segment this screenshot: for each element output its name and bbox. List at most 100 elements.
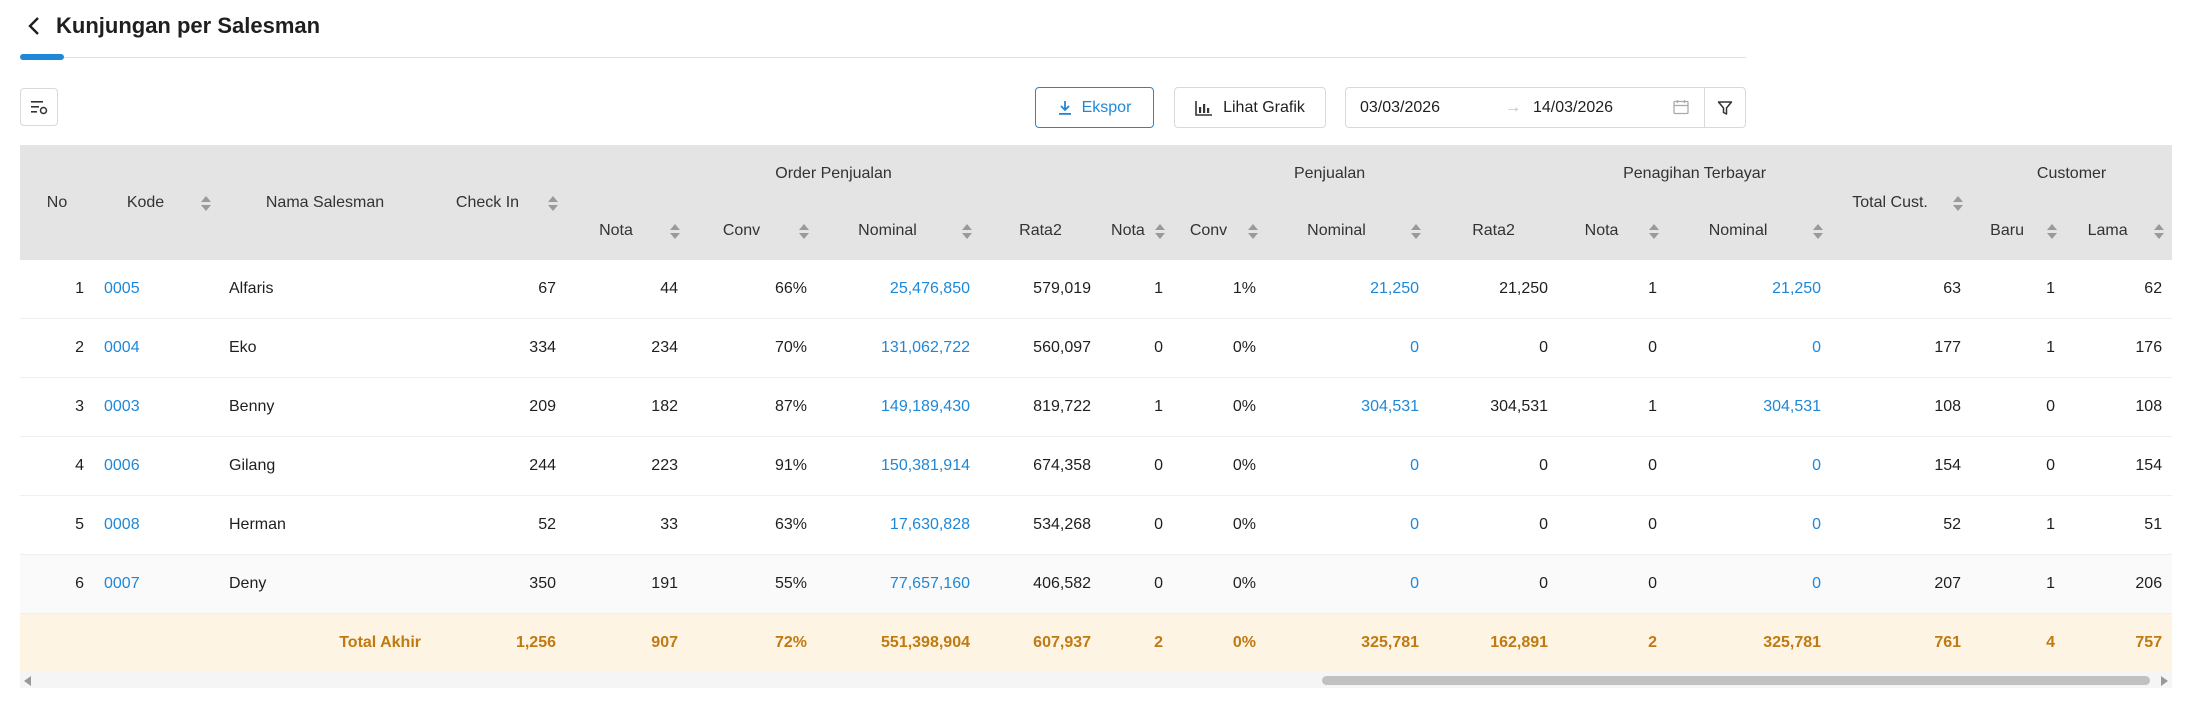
header-pj-nota[interactable]: Nota [1101,202,1174,260]
cell-pt-nominal[interactable]: 0 [1667,318,1832,378]
header-group-penagihan-terbayar: Penagihan Terbayar [1558,145,1832,202]
cell-pj-nominal[interactable]: 0 [1266,436,1430,496]
date-start-input[interactable]: 03/03/2026 [1360,98,1441,116]
cell-pj-rata2: 0 [1429,554,1559,614]
cell-kode[interactable]: 0006 [94,436,219,496]
sort-icon [799,222,809,240]
scroll-left-arrow-icon[interactable] [24,676,31,686]
cell-pt-nominal[interactable]: 0 [1667,554,1832,614]
total-op-nota: 907 [566,613,688,672]
cell-pj-nominal[interactable]: 304,531 [1266,377,1430,437]
cell-pj-rata2: 21,250 [1429,260,1559,319]
cell-kode[interactable]: 0003 [94,377,219,437]
header-op-nota[interactable]: Nota [566,202,688,260]
cell-no: 1 [20,260,94,319]
cell-pj-rata2: 0 [1429,318,1559,378]
export-button[interactable]: Ekspor [1035,87,1154,128]
cell-op-nominal[interactable]: 149,189,430 [817,377,980,437]
cell-nama: Gilang [219,436,431,496]
cell-pt-nota: 0 [1558,318,1668,378]
report-table: No Kode Nama Salesman Check In Order Pen… [20,145,2172,672]
header-customer-baru[interactable]: Baru [1971,202,2066,260]
cell-pj-nota: 0 [1101,554,1174,614]
cell-pj-nominal[interactable]: 0 [1266,554,1430,614]
cell-pj-nominal[interactable]: 0 [1266,318,1430,378]
header-pj-nominal[interactable]: Nominal [1266,202,1430,260]
cell-pj-rata2: 0 [1429,495,1559,555]
cell-op-nominal[interactable]: 131,062,722 [817,318,980,378]
report-table-container[interactable]: No Kode Nama Salesman Check In Order Pen… [20,145,2172,692]
export-label: Ekspor [1081,98,1132,116]
cell-checkin: 67 [431,260,566,319]
cell-pt-nominal[interactable]: 0 [1667,436,1832,496]
cell-op-nota: 223 [566,436,688,496]
cell-op-rata2: 579,019 [980,260,1102,319]
cell-pj-nominal[interactable]: 0 [1266,495,1430,555]
cell-pj-nota: 1 [1101,377,1174,437]
header-check-in[interactable]: Check In [431,145,566,260]
cell-baru: 1 [1971,260,2066,319]
cell-nama: Eko [219,318,431,378]
cell-op-nominal[interactable]: 17,630,828 [817,495,980,555]
header-kode[interactable]: Kode [94,145,219,260]
cell-op-rata2: 560,097 [980,318,1102,378]
filter-button[interactable] [1704,87,1746,128]
header-no: No [20,145,94,260]
cell-pj-conv: 0% [1173,554,1267,614]
cell-total-cust: 177 [1831,318,1972,378]
cell-baru: 0 [1971,436,2066,496]
header-pt-nominal[interactable]: Nominal [1667,202,1832,260]
header-pt-nota[interactable]: Nota [1558,202,1668,260]
header-op-conv[interactable]: Conv [688,202,817,260]
cell-pt-nominal[interactable]: 21,250 [1667,260,1832,319]
date-end-input[interactable]: 14/03/2026 [1533,98,1614,116]
cell-no: 6 [20,554,94,614]
cell-op-nominal[interactable]: 25,476,850 [817,260,980,319]
cell-op-nominal[interactable]: 77,657,160 [817,554,980,614]
header-pj-conv[interactable]: Conv [1173,202,1267,260]
sort-icon [1155,222,1166,240]
cell-pj-conv: 1% [1173,260,1267,319]
sort-icon [1813,222,1824,240]
cell-nama: Deny [219,554,431,614]
cell-op-rata2: 674,358 [980,436,1102,496]
column-settings-button[interactable] [20,88,58,126]
view-chart-button[interactable]: Lihat Grafik [1174,87,1326,128]
header-op-nominal[interactable]: Nominal [817,202,980,260]
cell-lama: 154 [2065,436,2172,496]
cell-lama: 176 [2065,318,2172,378]
header-customer-lama[interactable]: Lama [2065,202,2172,260]
cell-checkin: 244 [431,436,566,496]
table-row: 1 0005 Alfaris 67 44 66% 25,476,850 579,019 1 1% 2… [20,260,2172,319]
view-chart-label: Lihat Grafik [1223,98,1305,116]
cell-op-nota: 44 [566,260,688,319]
cell-pj-nominal[interactable]: 21,250 [1266,260,1430,319]
header-total-cust[interactable]: Total Cust. [1831,145,1972,260]
cell-nama: Alfaris [219,260,431,319]
cell-pj-rata2: 304,531 [1429,377,1559,437]
header-pj-rata2: Rata2 [1429,202,1559,260]
cell-pt-nominal[interactable]: 304,531 [1667,377,1832,437]
total-total-cust: 761 [1831,613,1972,672]
cell-op-nota: 234 [566,318,688,378]
cell-op-nominal[interactable]: 150,381,914 [817,436,980,496]
date-range-picker[interactable]: 03/03/2026 → 14/03/2026 [1345,87,1705,128]
cell-kode[interactable]: 0008 [94,495,219,555]
total-pj-nota: 2 [1101,613,1174,672]
cell-kode[interactable]: 0005 [94,260,219,319]
cell-no: 3 [20,377,94,437]
cell-baru: 1 [1971,318,2066,378]
cell-op-conv: 55% [688,554,817,614]
header-op-rata2: Rata2 [980,202,1102,260]
cell-kode[interactable]: 0007 [94,554,219,614]
horizontal-scrollbar[interactable] [20,672,2172,688]
cell-baru: 1 [1971,554,2066,614]
cell-checkin: 350 [431,554,566,614]
scroll-right-arrow-icon[interactable] [2161,676,2168,686]
cell-lama: 62 [2065,260,2172,319]
back-button[interactable] [20,12,48,40]
cell-pt-nominal[interactable]: 0 [1667,495,1832,555]
scrollbar-thumb[interactable] [1322,676,2150,685]
cell-kode[interactable]: 0004 [94,318,219,378]
cell-op-rata2: 406,582 [980,554,1102,614]
